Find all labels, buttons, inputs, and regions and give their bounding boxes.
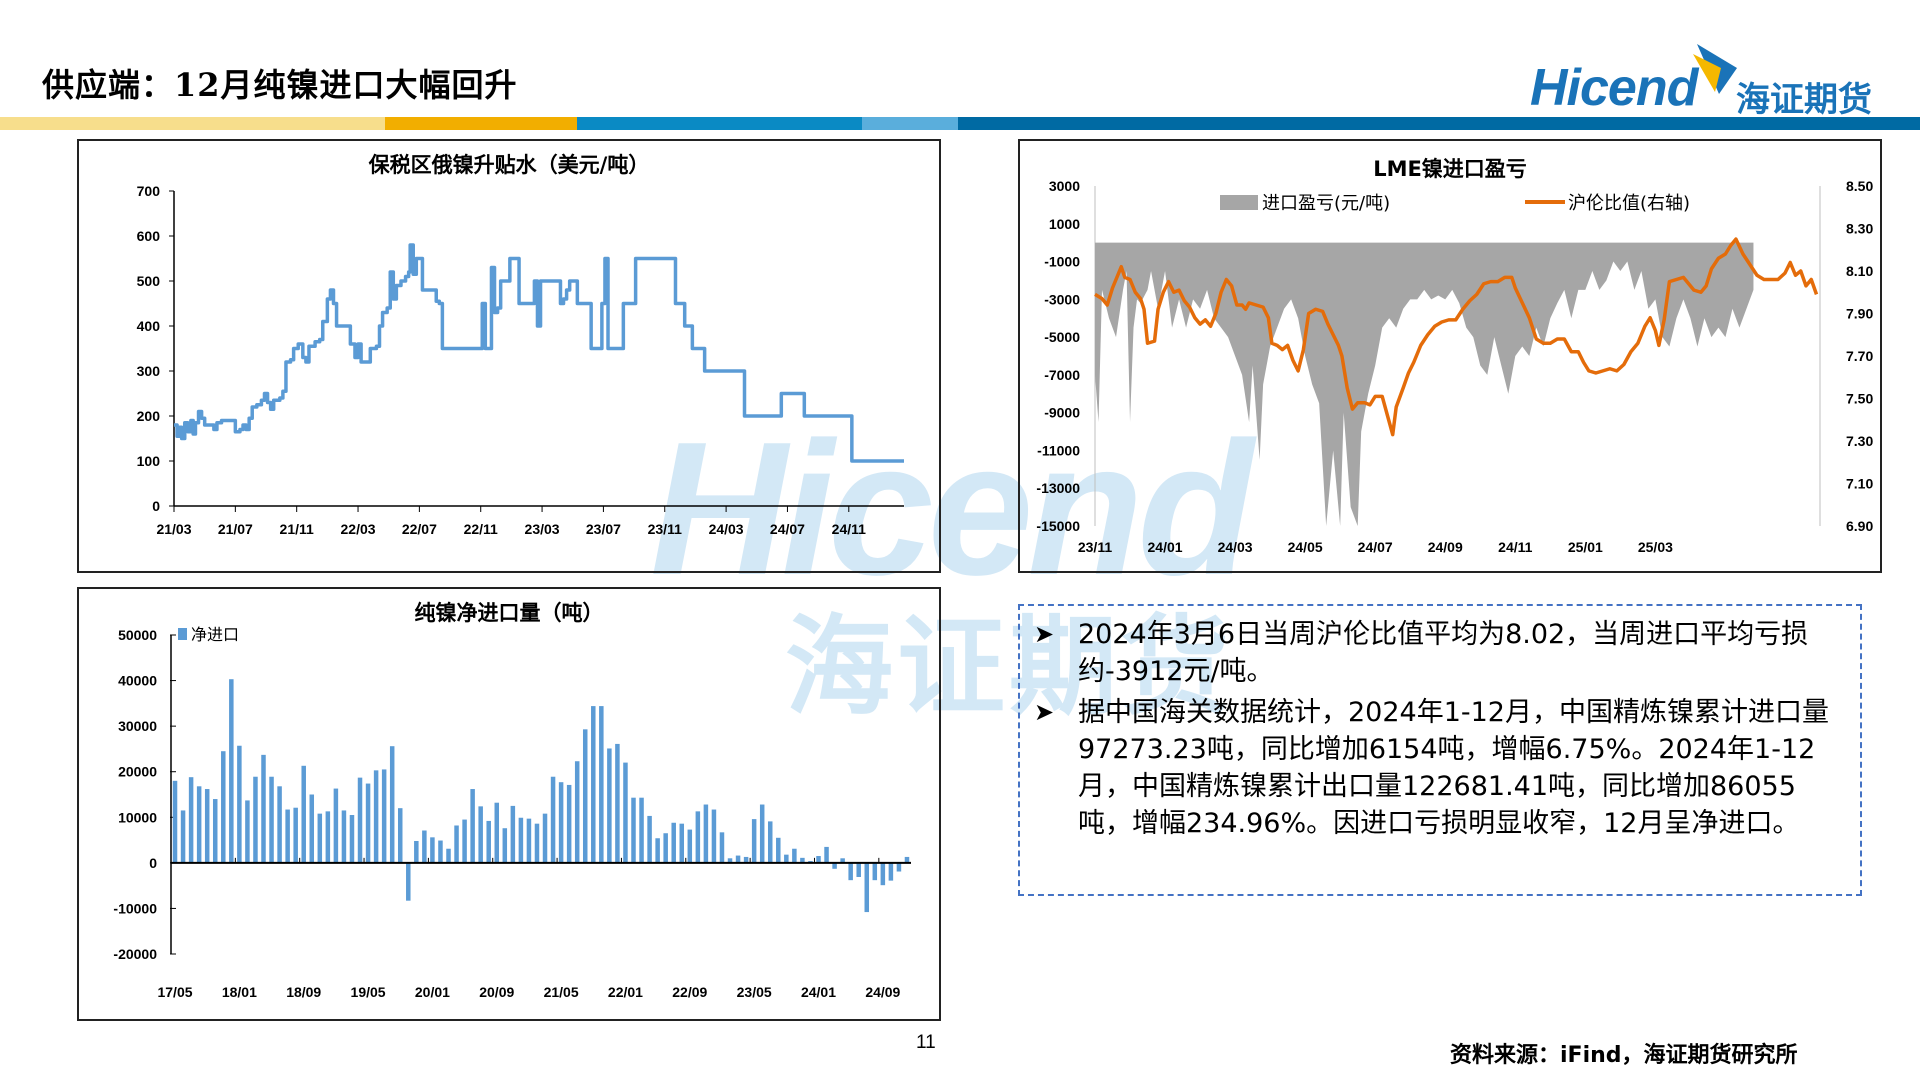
svg-text:24/03: 24/03 — [709, 521, 744, 537]
svg-text:1000: 1000 — [1049, 216, 1080, 232]
bullet-item: ➤ 据中国海关数据统计，2024年1-12月，中国精炼镍累计进口量97273.2… — [1034, 694, 1846, 842]
svg-text:24/03: 24/03 — [1218, 539, 1253, 555]
header-bar-segment — [958, 117, 1920, 130]
svg-text:23/11: 23/11 — [648, 521, 682, 537]
premium-line-plot: 0 100 200 300 400 500 600 700 21/03 21/07 21/11 22/… — [137, 183, 904, 537]
svg-text:20/01: 20/01 — [415, 984, 450, 1000]
svg-text:21/05: 21/05 — [544, 984, 579, 1000]
svg-text:-15000: -15000 — [1036, 518, 1080, 534]
logo-sail-icon — [1693, 44, 1737, 94]
svg-text:22/07: 22/07 — [402, 521, 437, 537]
svg-text:21/03: 21/03 — [156, 521, 191, 537]
svg-text:-5000: -5000 — [1044, 329, 1080, 345]
svg-text:18/01: 18/01 — [222, 984, 257, 1000]
lme-area-line-plot: 3000 1000 -1000 -3000 -5000 -7000 -9000 -11000 -… — [1036, 178, 1873, 555]
svg-text:25/01: 25/01 — [1568, 539, 1603, 555]
svg-text:24/11: 24/11 — [1498, 539, 1532, 555]
page-number: 11 — [916, 1032, 936, 1053]
svg-text:19/05: 19/05 — [351, 984, 386, 1000]
svg-text:7.10: 7.10 — [1846, 476, 1873, 492]
svg-text:-13000: -13000 — [1036, 480, 1080, 496]
svg-text:7.70: 7.70 — [1846, 348, 1873, 364]
svg-text:-1000: -1000 — [1044, 254, 1080, 270]
chart-title: 保税区俄镍升贴水（美元/吨） — [368, 153, 650, 177]
svg-text:-9000: -9000 — [1044, 405, 1080, 421]
bullet-text: 2024年3月6日当周沪伦比值平均为8.02，当周进口平均亏损约-3912元/吨… — [1078, 619, 1809, 687]
svg-text:沪伦比值(右轴): 沪伦比值(右轴) — [1568, 193, 1690, 214]
svg-text:600: 600 — [137, 228, 161, 244]
svg-text:22/09: 22/09 — [672, 984, 707, 1000]
svg-text:200: 200 — [137, 408, 161, 424]
header-bar-segment — [862, 117, 958, 130]
svg-text:净进口: 净进口 — [191, 625, 239, 644]
svg-text:20000: 20000 — [118, 764, 157, 780]
arrow-bullet-icon: ➤ — [1034, 620, 1055, 648]
svg-text:24/09: 24/09 — [865, 984, 900, 1000]
page-title: 供应端：12月纯镍进口大幅回升 — [42, 66, 518, 104]
svg-text:22/11: 22/11 — [464, 521, 498, 537]
bullet-text: 据中国海关数据统计，2024年1-12月，中国精炼镍累计进口量97273.23吨… — [1078, 697, 1829, 839]
svg-text:100: 100 — [137, 453, 161, 469]
svg-text:8.50: 8.50 — [1846, 178, 1873, 194]
svg-text:10000: 10000 — [118, 809, 157, 825]
header-bar-segment — [385, 117, 577, 130]
svg-text:30000: 30000 — [118, 718, 157, 734]
svg-text:23/11: 23/11 — [1078, 539, 1112, 555]
svg-text:23/07: 23/07 — [586, 521, 621, 537]
svg-text:0: 0 — [152, 498, 160, 514]
svg-text:24/07: 24/07 — [1358, 539, 1393, 555]
data-source: 资料来源：iFind，海证期货研究所 — [1450, 1043, 1798, 1068]
bullet-item: ➤ 2024年3月6日当周沪伦比值平均为8.02，当周进口平均亏损约-3912元… — [1034, 616, 1846, 690]
chart-premium: 保税区俄镍升贴水（美元/吨） 0 100 200 300 400 500 600 700 21/… — [77, 139, 941, 573]
svg-text:8.30: 8.30 — [1846, 221, 1873, 237]
logo-text-cn: 海证期货 — [1736, 80, 1872, 120]
svg-text:-10000: -10000 — [113, 900, 157, 916]
svg-text:400: 400 — [137, 318, 161, 334]
svg-text:-11000: -11000 — [1037, 442, 1080, 458]
svg-text:进口盈亏(元/吨): 进口盈亏(元/吨) — [1262, 193, 1390, 214]
header-bar-segment — [577, 117, 862, 130]
svg-text:25/03: 25/03 — [1638, 539, 1673, 555]
svg-text:18/09: 18/09 — [286, 984, 321, 1000]
company-logo: Hicend 海证期货 — [1530, 42, 1890, 120]
svg-text:-3000: -3000 — [1044, 291, 1080, 307]
svg-text:3000: 3000 — [1049, 178, 1080, 194]
svg-text:7.50: 7.50 — [1846, 391, 1873, 407]
commentary-box: ➤ 2024年3月6日当周沪伦比值平均为8.02，当周进口平均亏损约-3912元… — [1018, 604, 1862, 896]
chart-title: 纯镍净进口量（吨） — [414, 601, 604, 625]
svg-text:6.90: 6.90 — [1846, 518, 1873, 534]
chart-lme-import-profit: LME镍进口盈亏 3000 1000 -1000 -3000 -5000 -7000 -90… — [1018, 139, 1882, 573]
svg-text:21/07: 21/07 — [218, 521, 253, 537]
header-bar-segment — [0, 117, 385, 130]
chart-title: LME镍进口盈亏 — [1373, 157, 1527, 181]
svg-text:40000: 40000 — [118, 673, 157, 689]
svg-text:24/05: 24/05 — [1288, 539, 1323, 555]
svg-text:24/01: 24/01 — [801, 984, 836, 1000]
svg-text:23/03: 23/03 — [525, 521, 560, 537]
svg-text:7.30: 7.30 — [1846, 433, 1873, 449]
net-import-bar-plot: 50000 40000 30000 20000 10000 0 -10000 -20000 17… — [113, 625, 911, 1000]
logo-text-en: Hicend — [1530, 59, 1698, 117]
svg-text:21/11: 21/11 — [280, 521, 314, 537]
svg-text:23/05: 23/05 — [737, 984, 772, 1000]
svg-text:22/03: 22/03 — [341, 521, 376, 537]
svg-text:8.10: 8.10 — [1846, 263, 1873, 279]
svg-text:0: 0 — [149, 855, 157, 871]
svg-text:17/05: 17/05 — [157, 984, 192, 1000]
svg-text:500: 500 — [137, 273, 161, 289]
svg-text:24/07: 24/07 — [770, 521, 805, 537]
svg-text:700: 700 — [137, 183, 161, 199]
arrow-bullet-icon: ➤ — [1034, 698, 1055, 726]
svg-text:24/01: 24/01 — [1148, 539, 1183, 555]
svg-text:20/09: 20/09 — [479, 984, 514, 1000]
chart-net-import: 纯镍净进口量（吨） 50000 40000 30000 20000 10000 0 -100… — [77, 587, 941, 1021]
svg-text:50000: 50000 — [118, 627, 157, 643]
svg-text:24/09: 24/09 — [1428, 539, 1463, 555]
svg-text:-20000: -20000 — [113, 946, 157, 962]
svg-text:22/01: 22/01 — [608, 984, 643, 1000]
svg-text:24/11: 24/11 — [832, 521, 866, 537]
svg-text:300: 300 — [137, 363, 161, 379]
svg-text:-7000: -7000 — [1044, 367, 1080, 383]
svg-text:7.90: 7.90 — [1846, 306, 1873, 322]
